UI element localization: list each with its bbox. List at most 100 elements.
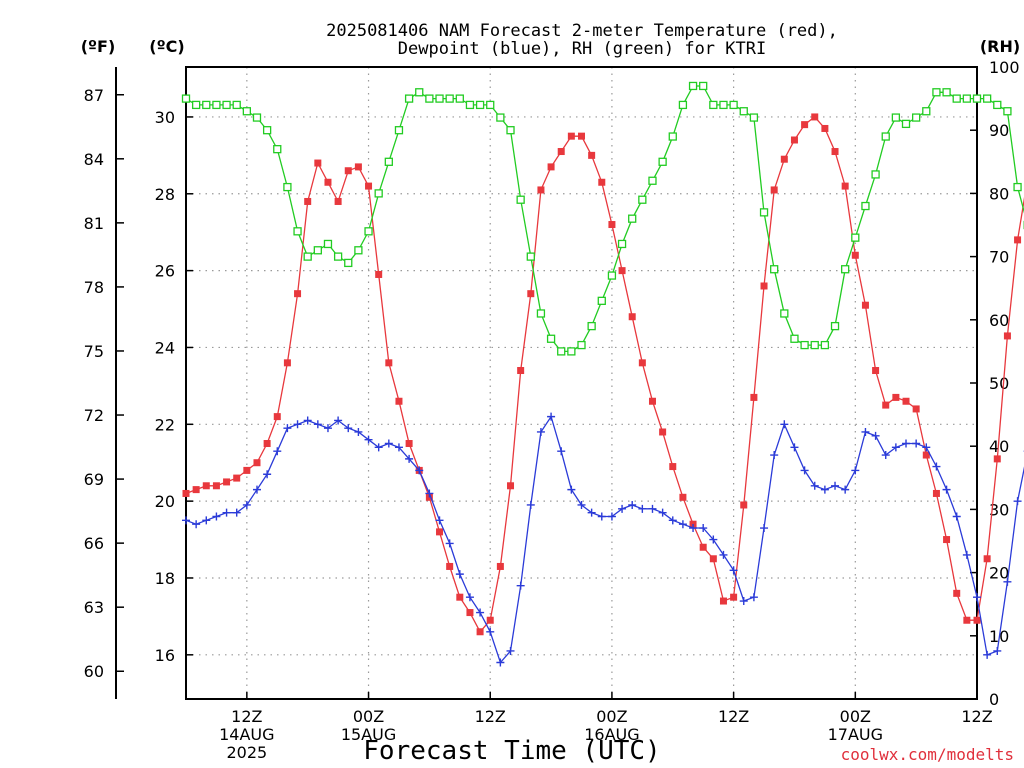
fahrenheit-tick-label: 87 <box>84 86 104 105</box>
rh-point <box>628 214 637 223</box>
temperature-point <box>527 290 535 298</box>
temperature-point <box>446 562 454 570</box>
dewpoint-point <box>313 420 322 429</box>
fahrenheit-tick-label: 69 <box>84 470 104 489</box>
dewpoint-point <box>820 485 829 494</box>
rh-point <box>881 132 890 141</box>
dewpoint-point <box>719 550 728 559</box>
fahrenheit-tick-label: 63 <box>84 598 104 617</box>
rh-point <box>993 100 1002 110</box>
dewpoint-point <box>536 427 545 436</box>
x-tick-label: 12Z <box>718 707 749 726</box>
dewpoint-point <box>526 500 535 509</box>
rh-tick-label: 100 <box>989 58 1020 77</box>
dewpoint-point <box>618 504 627 513</box>
fahrenheit-ticks: 60 63 66 69 72 75 78 81 84 87 <box>84 86 124 681</box>
rh-series <box>181 81 1024 356</box>
dewpoint-point <box>952 512 961 521</box>
celsius-tick-label: 22 <box>155 415 175 434</box>
rh-point <box>1013 182 1022 192</box>
temperature-point <box>436 528 444 536</box>
temperature-point <box>294 290 302 298</box>
celsius-unit-label: (ºC) <box>149 37 184 56</box>
dewpoint-point <box>547 412 556 421</box>
rh-point <box>212 100 221 110</box>
rh-point <box>770 265 779 274</box>
temperature-point <box>932 489 940 497</box>
temperature-point <box>821 124 829 132</box>
temperature-point <box>953 589 961 597</box>
dewpoint-point <box>942 485 951 494</box>
x-tick-label: 16AUG <box>584 725 639 744</box>
temperature-point <box>963 616 971 624</box>
rh-tick-label: 0 <box>989 690 999 709</box>
rh-point <box>516 195 525 204</box>
dewpoint-point <box>912 439 921 448</box>
dewpoint-point <box>881 451 890 460</box>
dewpoint-point <box>1003 577 1012 586</box>
rh-line <box>185 85 1024 353</box>
dewpoint-point <box>293 420 302 429</box>
temperature-point <box>801 121 809 129</box>
fahrenheit-tick-label: 78 <box>84 278 104 297</box>
dewpoint-point <box>587 508 596 517</box>
temperature-point <box>851 251 859 259</box>
temperature-point <box>314 159 322 167</box>
dewpoint-point <box>435 516 444 525</box>
dewpoint-point <box>476 608 485 617</box>
temperature-point <box>648 397 656 405</box>
dewpoint-point <box>841 485 850 494</box>
rh-point <box>648 176 657 185</box>
rh-point <box>303 252 312 261</box>
rh-point <box>191 100 201 110</box>
celsius-tick-label: 28 <box>155 185 175 204</box>
temperature-point <box>578 132 585 140</box>
temperature-series <box>182 113 1024 636</box>
rh-point <box>333 252 343 261</box>
x-tick-label: 15AUG <box>341 725 396 744</box>
rh-point <box>181 94 191 103</box>
temperature-point <box>912 405 920 413</box>
rh-tick-label: 70 <box>989 248 1009 267</box>
celsius-ticks: 16 18 20 22 24 26 28 30 <box>155 108 193 665</box>
temperature-point <box>892 393 900 401</box>
dewpoint-point <box>993 646 1002 655</box>
dewpoint-point <box>323 424 332 433</box>
dewpoint-point <box>861 427 870 436</box>
rh-point <box>465 100 475 110</box>
rh-point <box>952 94 961 103</box>
rh-point <box>932 88 941 97</box>
x-tick-label: 2025 <box>226 743 267 762</box>
temperature-point <box>1003 332 1011 340</box>
dewpoint-point <box>242 500 251 509</box>
dewpoint-point <box>344 424 353 433</box>
rh-tick-label: 30 <box>989 500 1009 519</box>
dewpoint-point <box>496 658 505 667</box>
rh-point <box>567 347 576 356</box>
dewpoint-point <box>871 431 880 440</box>
temperature-point <box>192 486 200 494</box>
dewpoint-point <box>354 427 363 436</box>
temperature-point <box>750 393 758 401</box>
dewpoint-point <box>273 447 282 456</box>
dewpoint-point <box>486 627 495 636</box>
temperature-point <box>790 136 798 144</box>
dewpoint-point <box>283 424 292 433</box>
rh-point <box>962 94 972 103</box>
dewpoint-line <box>185 415 1024 664</box>
x-tick-label: 00Z <box>840 707 871 726</box>
rh-tick-label: 50 <box>989 374 1009 393</box>
rh-point <box>871 170 880 179</box>
temperature-point <box>588 151 596 159</box>
temperature-point <box>243 466 251 474</box>
rh-point <box>861 201 870 211</box>
temperature-point <box>618 267 626 275</box>
dewpoint-series <box>182 412 1024 667</box>
rh-point <box>912 113 921 122</box>
rh-point <box>222 100 231 110</box>
temperature-point <box>709 555 717 563</box>
rh-point <box>709 100 718 110</box>
rh-point <box>617 239 627 249</box>
rh-point <box>790 334 799 343</box>
dewpoint-point <box>638 504 647 513</box>
